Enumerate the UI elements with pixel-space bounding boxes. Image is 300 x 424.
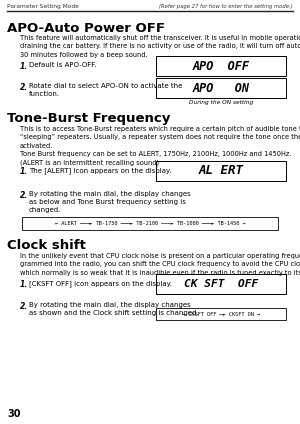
Text: 30: 30 [7, 409, 20, 419]
Text: APO   ON: APO ON [193, 81, 250, 95]
Text: 1.: 1. [20, 167, 28, 176]
Text: By rotating the main dial, the display changes
as below and Tone Burst frequency: By rotating the main dial, the display c… [29, 191, 191, 213]
Text: Rotate dial to select APO-ON to activate the
function.: Rotate dial to select APO-ON to activate… [29, 83, 182, 97]
Text: 2.: 2. [20, 302, 28, 311]
Text: APO-Auto Power OFF: APO-Auto Power OFF [7, 22, 165, 35]
FancyBboxPatch shape [156, 308, 286, 320]
Text: In the unlikely event that CPU clock noise is present on a particular operating : In the unlikely event that CPU clock noi… [20, 253, 300, 276]
Text: During the ON setting: During the ON setting [189, 100, 253, 105]
Text: Default is APO-OFF.: Default is APO-OFF. [29, 62, 96, 68]
FancyBboxPatch shape [156, 56, 286, 76]
FancyBboxPatch shape [22, 217, 278, 230]
Text: 2.: 2. [20, 191, 28, 200]
Text: This feature will automatically shut off the transceiver. It is useful in mobile: This feature will automatically shut off… [20, 35, 300, 58]
Text: [CKSFT OFF] icon appears on the display.: [CKSFT OFF] icon appears on the display. [29, 280, 172, 287]
Text: (Refer page 27 for how to enter the setting mode.): (Refer page 27 for how to enter the sett… [159, 4, 293, 9]
Text: Parameter Setting Mode: Parameter Setting Mode [7, 4, 79, 9]
Text: 1.: 1. [20, 62, 28, 71]
FancyBboxPatch shape [156, 274, 286, 294]
Text: Tone Burst frequency can be set to ALERT, 1750Hz, 2100Hz, 1000Hz and 1450Hz.
(AL: Tone Burst frequency can be set to ALERT… [20, 151, 292, 166]
FancyBboxPatch shape [156, 161, 286, 181]
Text: APO  OFF: APO OFF [193, 59, 250, 73]
Text: Clock shift: Clock shift [7, 239, 86, 252]
FancyBboxPatch shape [156, 78, 286, 98]
Text: This is to access Tone-Burst repeaters which require a certain pitch of audible : This is to access Tone-Burst repeaters w… [20, 126, 300, 148]
Text: → CKSFT OFF ─► CKSFT ON →: → CKSFT OFF ─► CKSFT ON → [182, 312, 260, 316]
Text: The [ALERT] icon appears on the display.: The [ALERT] icon appears on the display. [29, 167, 171, 174]
Text: 1.: 1. [20, 280, 28, 289]
Text: CK SFT  OFF: CK SFT OFF [184, 279, 258, 289]
Text: By rotating the main dial, the display changes
as shown and the Clock shift sett: By rotating the main dial, the display c… [29, 302, 199, 316]
Text: 2.: 2. [20, 83, 28, 92]
Text: Tone-Burst Frequency: Tone-Burst Frequency [7, 112, 170, 125]
Text: ← ALERT ───► TB-1750 ───► TB-2100 ───► TB-1000 ───► TB-1450 →: ← ALERT ───► TB-1750 ───► TB-2100 ───► T… [55, 221, 245, 226]
Text: AL ERT: AL ERT [199, 165, 244, 178]
